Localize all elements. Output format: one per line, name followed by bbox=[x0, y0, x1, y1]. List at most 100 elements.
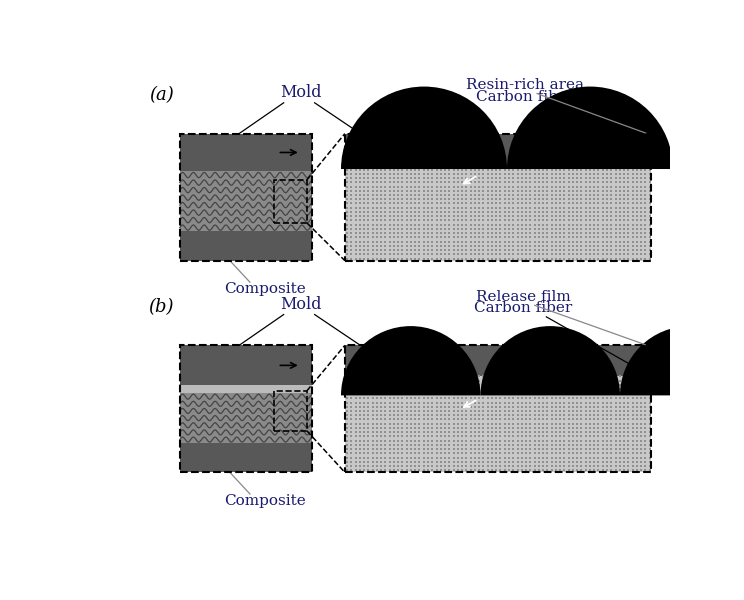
Point bbox=[597, 207, 609, 217]
Point bbox=[639, 254, 651, 263]
Point bbox=[533, 245, 545, 255]
Point bbox=[644, 457, 655, 467]
Point bbox=[516, 406, 527, 416]
Point bbox=[545, 211, 557, 221]
Point bbox=[592, 211, 604, 221]
Point bbox=[452, 224, 464, 233]
Point bbox=[609, 241, 621, 251]
Point bbox=[371, 371, 383, 381]
Point bbox=[426, 250, 438, 259]
Point bbox=[341, 194, 353, 204]
Point bbox=[469, 445, 481, 454]
Point bbox=[512, 220, 524, 229]
Point bbox=[341, 423, 353, 433]
Point bbox=[461, 453, 472, 463]
Point bbox=[362, 440, 374, 449]
Point bbox=[392, 410, 404, 420]
Point bbox=[580, 461, 591, 471]
Point bbox=[576, 371, 588, 381]
Point bbox=[635, 215, 647, 225]
Point bbox=[362, 466, 374, 475]
Point bbox=[465, 449, 477, 458]
Point bbox=[639, 415, 651, 424]
Point bbox=[375, 215, 387, 225]
Point bbox=[559, 173, 571, 183]
Point bbox=[418, 398, 430, 407]
Point bbox=[584, 466, 596, 475]
Point bbox=[341, 254, 353, 263]
Point bbox=[528, 398, 540, 407]
Point bbox=[388, 173, 400, 183]
Point bbox=[559, 233, 571, 242]
Point bbox=[478, 427, 490, 437]
Point bbox=[550, 371, 562, 381]
Point bbox=[631, 376, 643, 385]
Point bbox=[439, 203, 451, 212]
Point bbox=[576, 461, 588, 471]
Point bbox=[618, 220, 630, 229]
Point bbox=[614, 173, 626, 183]
Point bbox=[606, 461, 618, 471]
Point bbox=[592, 380, 604, 389]
Point bbox=[426, 384, 438, 394]
Point bbox=[384, 376, 396, 385]
Text: Composite: Composite bbox=[225, 494, 307, 508]
Point bbox=[601, 194, 613, 204]
Point bbox=[384, 440, 396, 449]
Point bbox=[584, 415, 596, 424]
Point bbox=[422, 427, 434, 437]
Point bbox=[609, 457, 621, 467]
Point bbox=[495, 233, 507, 242]
Point bbox=[528, 419, 540, 428]
Point bbox=[401, 182, 413, 191]
Point bbox=[358, 220, 370, 229]
Point bbox=[576, 182, 588, 191]
Point bbox=[371, 169, 383, 179]
Point bbox=[443, 229, 455, 238]
Point bbox=[542, 165, 554, 175]
Point bbox=[345, 254, 357, 263]
Point bbox=[345, 165, 357, 175]
Point bbox=[379, 410, 391, 420]
Point bbox=[584, 431, 596, 441]
Point bbox=[589, 245, 600, 255]
Point bbox=[401, 466, 413, 475]
Point bbox=[443, 190, 455, 200]
Point bbox=[409, 440, 421, 449]
Point bbox=[525, 427, 536, 437]
Point bbox=[567, 169, 579, 179]
Point bbox=[448, 250, 460, 259]
Point bbox=[606, 229, 618, 238]
Point bbox=[545, 199, 557, 208]
Point bbox=[503, 423, 515, 433]
Point bbox=[388, 466, 400, 475]
Point bbox=[367, 384, 379, 394]
Point bbox=[580, 406, 591, 416]
Point bbox=[584, 178, 596, 187]
Point bbox=[639, 423, 651, 433]
Point bbox=[434, 380, 446, 389]
Point bbox=[375, 254, 387, 263]
Point bbox=[576, 376, 588, 385]
Point bbox=[635, 466, 647, 475]
Point bbox=[584, 250, 596, 259]
Point bbox=[439, 415, 451, 424]
Point bbox=[422, 190, 434, 200]
Point bbox=[478, 250, 490, 259]
Point bbox=[341, 457, 353, 467]
Point bbox=[507, 388, 519, 398]
Point bbox=[520, 241, 532, 251]
Point bbox=[409, 186, 421, 196]
Point bbox=[512, 449, 524, 458]
Point bbox=[371, 419, 383, 428]
Point bbox=[431, 215, 443, 225]
Point bbox=[465, 453, 477, 463]
Point bbox=[461, 250, 472, 259]
Point bbox=[562, 402, 574, 412]
Point bbox=[481, 398, 493, 407]
Point bbox=[606, 466, 618, 475]
Point bbox=[576, 178, 588, 187]
Point bbox=[597, 376, 609, 385]
Point bbox=[481, 215, 493, 225]
Point bbox=[567, 427, 579, 437]
